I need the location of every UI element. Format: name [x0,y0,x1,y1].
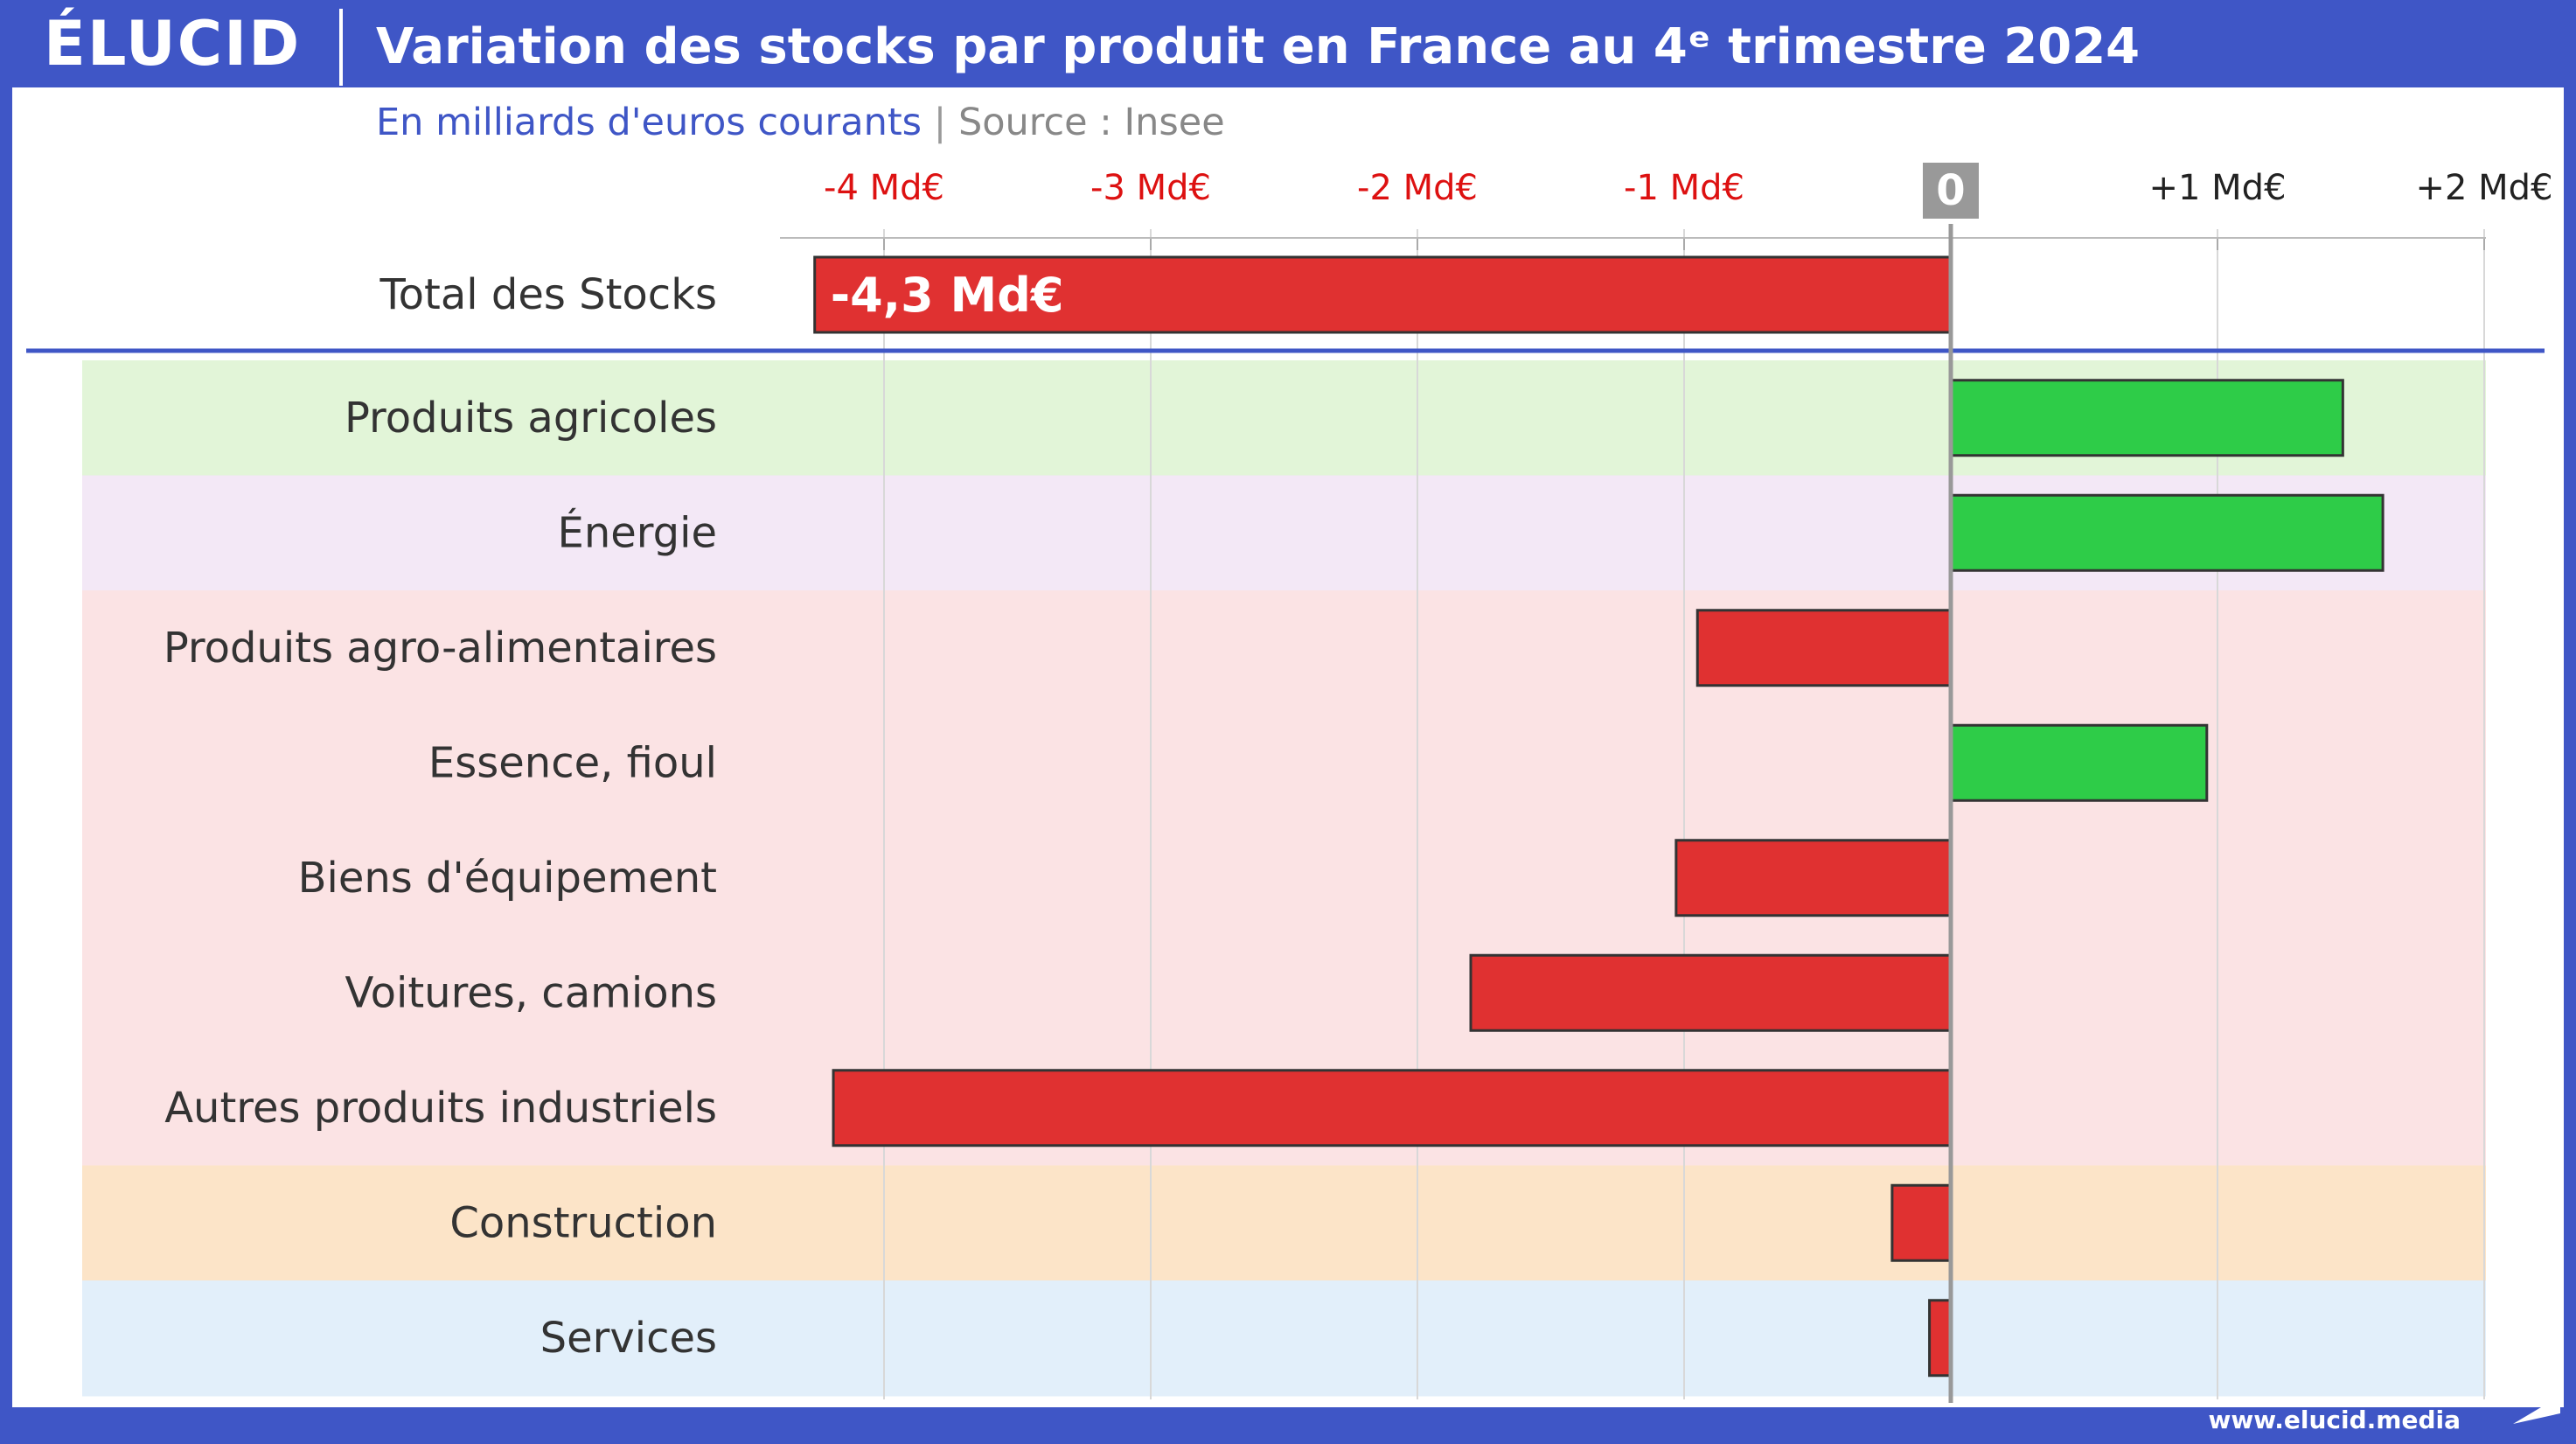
tick-label: -1 Md€ [1624,168,1744,208]
category-bar [1949,723,2209,802]
subtitle-source: Source : Insee [957,101,1225,144]
category-label: Voitures, camions [345,968,717,1017]
category-bar [1469,953,1953,1032]
footer-arrow-icon [2513,1396,2560,1424]
chart-title: Variation des stocks par produit en Fran… [376,18,2141,75]
category-band [82,820,2486,937]
subtitle-unit: En milliards d'euros courants [376,101,922,144]
category-bar [1928,1299,1953,1378]
category-label: Produits agricoles [345,394,717,443]
category-label: Produits agro-alimentaires [164,624,717,673]
tick-label: -3 Md€ [1090,168,1211,208]
category-label: Essence, fioul [428,738,717,787]
tick-label: -2 Md€ [1357,168,1478,208]
category-label: Énergie [557,507,717,557]
category-label: Biens d'équipement [298,854,717,903]
category-band [82,1165,2486,1281]
tick-label: +2 Md€ [2415,168,2552,208]
zero-tick-box [1923,163,1979,219]
total-label: Total des Stocks [379,270,717,319]
tick-label: 0 [1936,166,1965,215]
subtitle-separator: | [933,101,947,144]
category-bar [1890,1183,1953,1262]
category-label: Services [540,1314,717,1363]
elucid-logo[interactable]: ÉLUCID [44,8,302,80]
category-bar [1695,609,1953,687]
tick-label: +1 Md€ [2148,168,2286,208]
total-bar [813,255,1953,334]
category-band [82,590,2486,707]
category-band [82,1280,2486,1397]
header-divider [339,9,343,86]
category-bar [1949,379,2344,457]
category-bar [1674,839,1953,917]
total-value-label: -4,3 Md€ [831,268,1064,323]
chart-subtitle: En milliards d'euros courants | Source :… [376,96,1225,149]
category-label: Autres produits industriels [164,1084,717,1133]
header: ÉLUCID Variation des stocks par produit … [0,0,2576,87]
tick-label: -4 Md€ [824,168,944,208]
category-bar [832,1069,1953,1148]
category-band [82,935,2486,1051]
category-bar [1949,493,2385,572]
footer-url[interactable]: www.elucid.media [2208,1406,2461,1434]
category-label: Construction [449,1198,717,1247]
